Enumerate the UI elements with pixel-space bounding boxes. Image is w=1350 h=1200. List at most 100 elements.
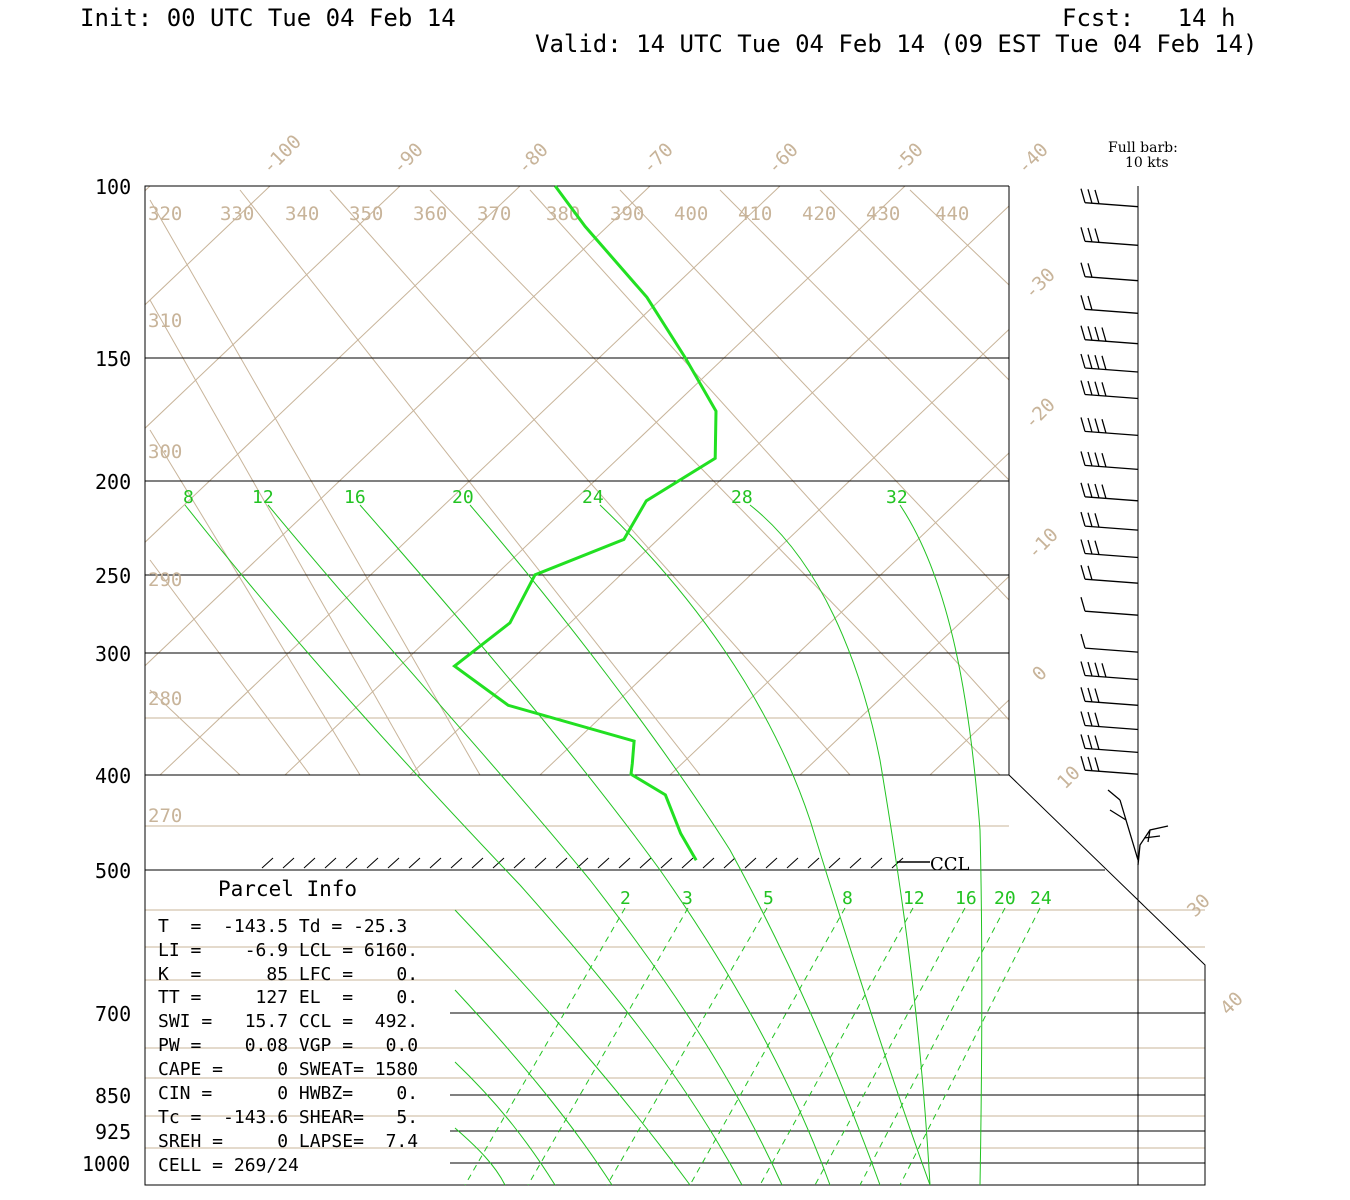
hatch-mark: [282, 857, 295, 869]
theta-410: 410: [738, 203, 772, 225]
iso-label-m50: -50: [888, 139, 928, 179]
theta-330: 330: [220, 203, 254, 225]
mr-lower-24: 24: [1030, 888, 1052, 909]
hatch-mark: [702, 857, 715, 869]
theta-420: 420: [802, 203, 836, 225]
theta-270: 270: [148, 805, 182, 827]
hatch-mark: [618, 857, 631, 869]
plev-300: 300: [95, 642, 131, 666]
theta-350: 350: [349, 203, 383, 225]
theta-labels: 320 330 340 350 360 370 380 390 400 410 …: [148, 203, 969, 827]
theta-430: 430: [866, 203, 900, 225]
ccl-label: CCL: [930, 854, 970, 875]
hatch-mark: [513, 857, 526, 869]
hatch-mark: [261, 857, 274, 869]
plev-100: 100: [95, 175, 131, 199]
parcel-row: PW = 0.08 VGP = 0.0: [158, 1035, 418, 1056]
iso-label-m60: -60: [763, 139, 803, 179]
mr-lower-20: 20: [994, 888, 1016, 909]
valid-time: Valid: 14 UTC Tue 04 Feb 14 (09 EST Tue …: [535, 30, 1258, 58]
parcel-row: TT = 127 EL = 0.: [158, 987, 418, 1008]
wind-barb: [1080, 711, 1139, 731]
lower-grid: [145, 717, 1205, 1149]
plev-200: 200: [95, 470, 131, 494]
hatch-mark: [849, 857, 862, 869]
iso-label-m30: -30: [1020, 264, 1060, 304]
hatch-mark: [429, 857, 442, 869]
wind-barbs: [1080, 188, 1139, 775]
wind-barb: [1080, 417, 1139, 437]
iso-label-m70: -70: [638, 139, 678, 179]
freezing-hatch: [261, 857, 904, 869]
parcel-row: CAPE = 0 SWEAT= 1580: [158, 1059, 418, 1080]
iso-label-m40: -40: [1013, 139, 1053, 179]
theta-320: 320: [148, 203, 182, 225]
mr-lower-5: 5: [763, 888, 774, 909]
theta-370: 370: [477, 203, 511, 225]
wind-barb: [1080, 482, 1139, 502]
wind-barb: [1080, 633, 1139, 653]
mixing-ratio-lines: [464, 907, 1041, 1186]
hatch-mark: [723, 857, 736, 869]
plev-500: 500: [95, 859, 131, 883]
theta-310: 310: [148, 310, 182, 332]
wind-barb: [1080, 262, 1139, 282]
theta-390: 390: [610, 203, 644, 225]
parcel-row: K = 85 LFC = 0.: [158, 964, 418, 985]
mr-lower-3: 3: [682, 888, 693, 909]
hatch-mark: [324, 857, 337, 869]
iso-label-m90: -90: [388, 139, 428, 179]
wind-barb: [1080, 325, 1139, 345]
wind-barb: [1080, 539, 1139, 559]
wind-barb: [1080, 565, 1139, 584]
iso-label-m100: -100: [258, 131, 306, 179]
hatch-mark: [597, 857, 610, 869]
hatch-mark: [786, 857, 799, 869]
wind-barb: [1080, 511, 1139, 531]
hatch-mark: [408, 857, 421, 869]
iso-label-m10: -10: [1023, 524, 1063, 564]
init-time: Init: 00 UTC Tue 04 Feb 14: [80, 4, 456, 32]
iso-label-m20: -20: [1020, 394, 1060, 434]
theta-300: 300: [148, 441, 182, 463]
parcel-row: Tc = -143.6 SHEAR= 5.: [158, 1107, 418, 1128]
mr-label-8: 8: [183, 487, 194, 508]
mr-label-32: 32: [886, 487, 908, 508]
hatch-mark: [366, 857, 379, 869]
wind-barb: [1080, 295, 1139, 314]
plev-250: 250: [95, 564, 131, 588]
plev-400: 400: [95, 764, 131, 788]
parcel-row: LI = -6.9 LCL = 6160.: [158, 940, 418, 961]
hatch-mark: [828, 857, 841, 869]
surface-wind-barb: [1107, 789, 1169, 866]
parcel-row: SREH = 0 LAPSE= 7.4: [158, 1131, 418, 1152]
hatch-mark: [450, 857, 463, 869]
hatch-mark: [639, 857, 652, 869]
hatch-mark: [534, 857, 547, 869]
mr-label-20: 20: [452, 487, 474, 508]
hatch-mark: [303, 857, 316, 869]
wind-barb: [1080, 687, 1139, 706]
mr-label-12: 12: [252, 487, 274, 508]
mr-label-28: 28: [731, 487, 753, 508]
wind-barb: [1080, 380, 1139, 400]
parcel-row: CELL = 269/24: [158, 1155, 299, 1176]
theta-400: 400: [674, 203, 708, 225]
mixing-labels-lower: 2 3 5 8 12 16 20 24: [620, 888, 1052, 909]
plev-850: 850: [95, 1084, 131, 1108]
wind-barb: [1080, 734, 1139, 754]
theta-340: 340: [285, 203, 319, 225]
mr-label-16: 16: [344, 487, 366, 508]
parcel-row: T = -143.5 Td = -25.3: [158, 916, 407, 937]
plev-925: 925: [95, 1120, 131, 1144]
hatch-mark: [765, 857, 778, 869]
hatch-mark: [681, 857, 694, 869]
parcel-title: Parcel Info: [218, 877, 357, 901]
wind-barb: [1080, 188, 1139, 208]
parcel-row: CIN = 0 HWBZ= 0.: [158, 1083, 418, 1104]
iso-label-10: 10: [1053, 762, 1085, 794]
hatch-mark: [660, 857, 673, 869]
wind-barb: [1080, 451, 1139, 471]
temperature-trace: [452, 185, 718, 862]
mixing-labels-upper: 8 12 16 20 24 28 32: [183, 487, 908, 508]
